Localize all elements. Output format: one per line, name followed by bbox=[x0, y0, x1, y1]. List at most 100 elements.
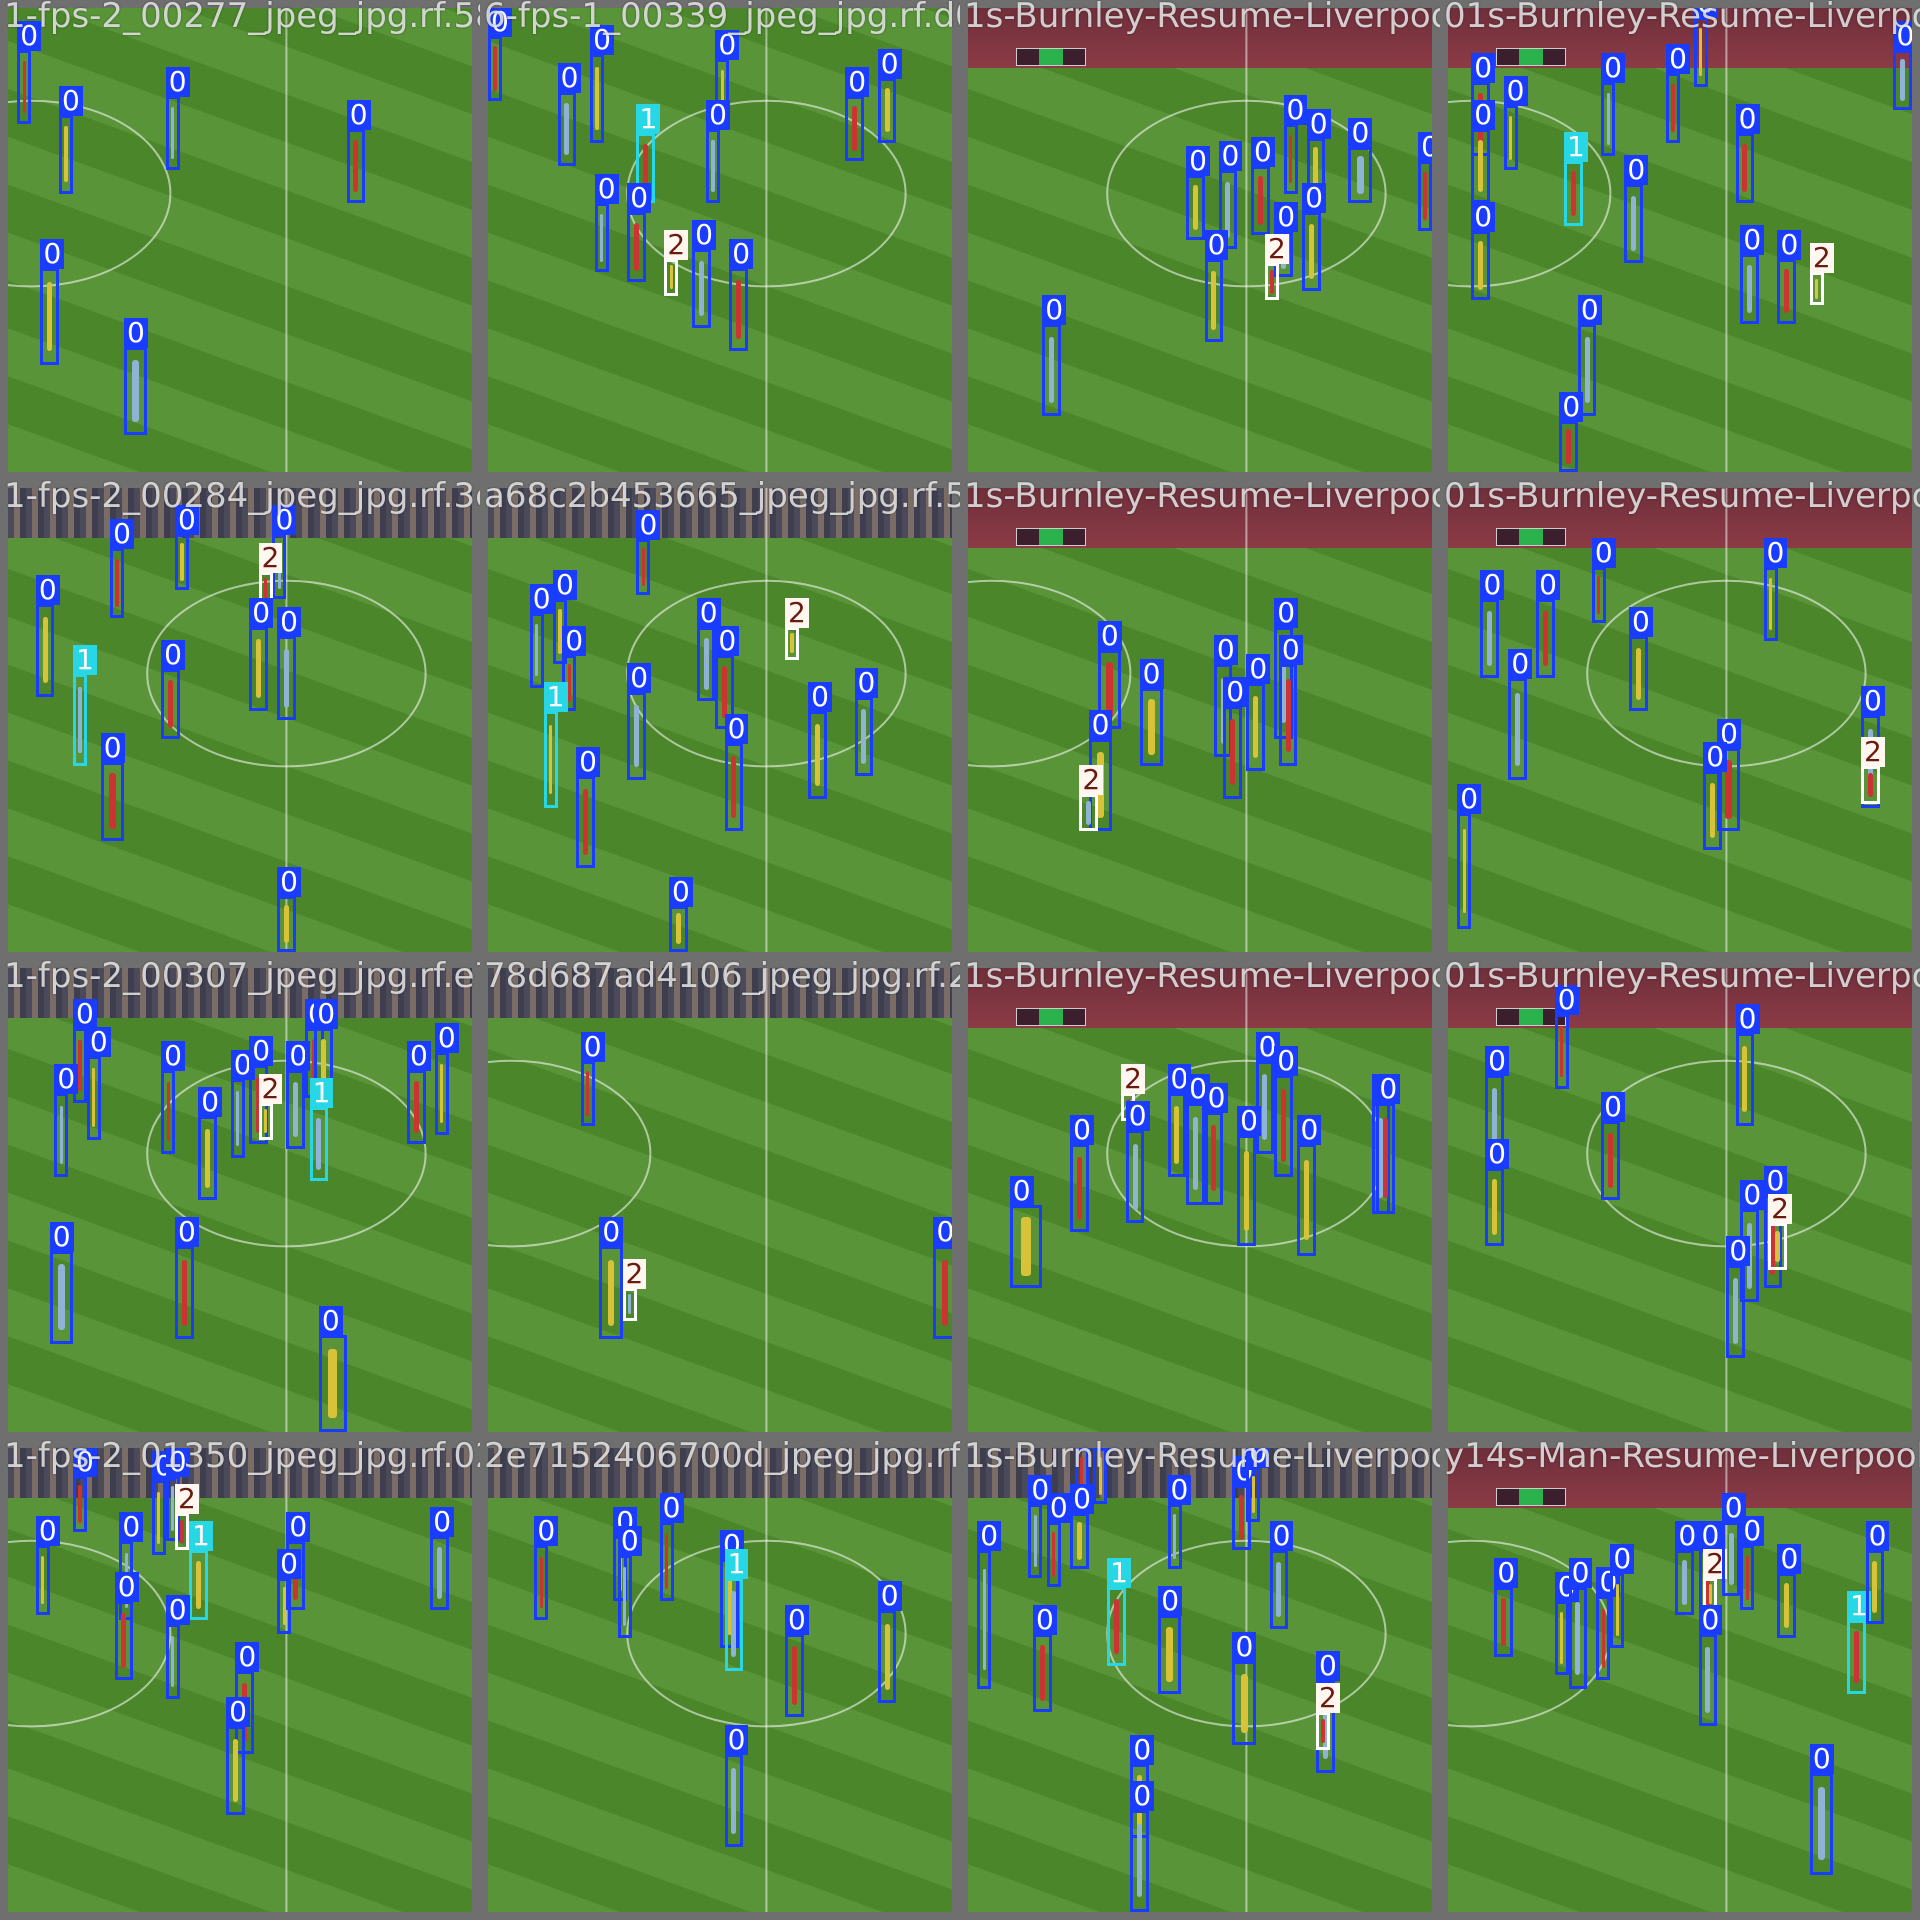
player-figure bbox=[22, 60, 26, 113]
class-label: 0 bbox=[1893, 20, 1912, 51]
scorebug-graphic bbox=[1496, 528, 1566, 546]
detection-box-class-0: 0 bbox=[430, 1507, 455, 1611]
player-figure bbox=[1725, 760, 1733, 820]
class-label: 1 bbox=[1564, 132, 1588, 163]
player-figure bbox=[1262, 1074, 1268, 1141]
class-label: 0 bbox=[724, 714, 749, 745]
class-label: 2 bbox=[1121, 1064, 1145, 1095]
player-figure bbox=[316, 1118, 322, 1171]
player-figure bbox=[181, 1259, 187, 1326]
player-figure bbox=[1192, 185, 1198, 230]
frame-tile: 0 0 0 0 0 0 0 0 0 2 0 01s-Burnley-Resume-Liverpool bbox=[1440, 480, 1920, 960]
detection-box-class-0: 0 bbox=[165, 67, 190, 171]
class-label: 0 bbox=[854, 667, 879, 698]
detection-box-class-0: 0 bbox=[1070, 1115, 1094, 1233]
detection-box-class-1: 1 bbox=[543, 681, 568, 809]
player-figure bbox=[78, 1039, 82, 1092]
player-figure bbox=[703, 638, 709, 691]
detection-box-class-0: 0 bbox=[627, 663, 652, 781]
frame-tile: 0 0 0 0 0 0 0 0 2 1s-Burnley-Resume-Liverpool- bbox=[960, 480, 1440, 960]
class-label: 0 bbox=[1666, 43, 1690, 74]
player-figure bbox=[1709, 782, 1715, 839]
detection-box-class-0: 0 bbox=[1009, 1175, 1043, 1289]
player-figure bbox=[171, 107, 175, 160]
class-label: 0 bbox=[1763, 1166, 1788, 1197]
detection-box-class-1: 1 bbox=[1107, 1558, 1132, 1667]
player-figure bbox=[720, 69, 724, 118]
player-figure bbox=[1607, 1132, 1613, 1189]
class-label: 0 bbox=[1480, 570, 1505, 601]
player-figure bbox=[726, 1572, 732, 1635]
detection-box-class-0: 0 bbox=[724, 1725, 749, 1848]
detection-box-class-0: 0 bbox=[175, 1217, 199, 1340]
detection-box-class-0: 0 bbox=[1480, 570, 1505, 679]
player-figure bbox=[790, 633, 794, 654]
detection-box-class-0: 0 bbox=[1297, 1115, 1322, 1256]
class-label: 0 bbox=[86, 1027, 111, 1058]
class-label: 0 bbox=[277, 867, 301, 898]
player-figure bbox=[1076, 1521, 1082, 1560]
detection-box-class-0: 0 bbox=[636, 510, 661, 595]
class-label: 0 bbox=[1726, 1235, 1751, 1266]
detection-box-class-0: 0 bbox=[1093, 1448, 1118, 1504]
class-label: 0 bbox=[590, 25, 614, 56]
class-label: 0 bbox=[1274, 1045, 1299, 1076]
player-figure bbox=[1705, 1561, 1711, 1614]
player-figure bbox=[1243, 1150, 1249, 1231]
player-figure bbox=[1570, 171, 1576, 216]
class-label: 0 bbox=[1624, 155, 1649, 186]
class-label: 0 bbox=[1269, 1521, 1294, 1552]
detection-box-class-0: 0 bbox=[696, 598, 721, 702]
player-figure bbox=[47, 281, 53, 352]
player-figure bbox=[1033, 1514, 1037, 1567]
class-label: 0 bbox=[1376, 1073, 1401, 1104]
class-label: 0 bbox=[1306, 108, 1331, 139]
class-label: 0 bbox=[576, 746, 600, 777]
detection-box-class-2: 2 bbox=[175, 1483, 199, 1551]
player-figure bbox=[1211, 1125, 1217, 1192]
detection-box-class-0: 0 bbox=[1628, 607, 1653, 711]
player-figure bbox=[1682, 1560, 1688, 1605]
player-figure bbox=[722, 666, 728, 719]
class-label: 0 bbox=[1763, 537, 1788, 568]
player-figure bbox=[1270, 269, 1274, 294]
player-figure bbox=[1322, 1693, 1328, 1760]
detection-box-class-0: 0 bbox=[1167, 1064, 1192, 1177]
detection-box-class-0: 0 bbox=[580, 1031, 605, 1126]
player-figure bbox=[78, 1484, 82, 1523]
player-figure bbox=[1039, 1645, 1045, 1701]
detection-box-class-0: 0 bbox=[249, 598, 274, 711]
class-label: 0 bbox=[1032, 1604, 1057, 1635]
player-figure bbox=[1784, 268, 1790, 314]
pitch-markings bbox=[8, 8, 288, 472]
detection-box-class-1: 1 bbox=[636, 104, 661, 203]
class-label: 0 bbox=[165, 67, 190, 98]
scorebug-graphic bbox=[1016, 48, 1086, 66]
class-label: 0 bbox=[165, 1448, 190, 1477]
player-figure bbox=[1853, 1630, 1859, 1683]
class-label: 0 bbox=[1703, 742, 1728, 773]
class-label: 0 bbox=[580, 1031, 605, 1062]
detection-box-class-0: 0 bbox=[40, 238, 65, 366]
player-figure bbox=[283, 648, 289, 708]
class-label: 0 bbox=[706, 99, 730, 130]
class-label: 0 bbox=[724, 1725, 749, 1756]
detection-box-class-0: 0 bbox=[226, 1697, 250, 1815]
detection-box-class-0: 0 bbox=[114, 1572, 139, 1680]
class-label: 0 bbox=[1485, 1138, 1509, 1169]
detection-box-class-0: 0 bbox=[1485, 1138, 1509, 1247]
detection-box-class-0: 0 bbox=[1568, 1558, 1593, 1690]
frame-tile: 000000100000020001s-Burnley-Resume-Liver… bbox=[1440, 0, 1920, 480]
detection-box-class-0: 0 bbox=[110, 519, 134, 618]
player-figure bbox=[1615, 1584, 1619, 1637]
pitch-image: 00000002000100000 bbox=[8, 968, 472, 1432]
class-label: 0 bbox=[1158, 1586, 1183, 1617]
class-label: 0 bbox=[1610, 1544, 1635, 1575]
player-figure bbox=[1742, 143, 1748, 193]
class-label: 0 bbox=[1046, 1493, 1071, 1524]
class-label: 0 bbox=[1139, 658, 1164, 689]
class-label: 0 bbox=[1251, 136, 1275, 167]
